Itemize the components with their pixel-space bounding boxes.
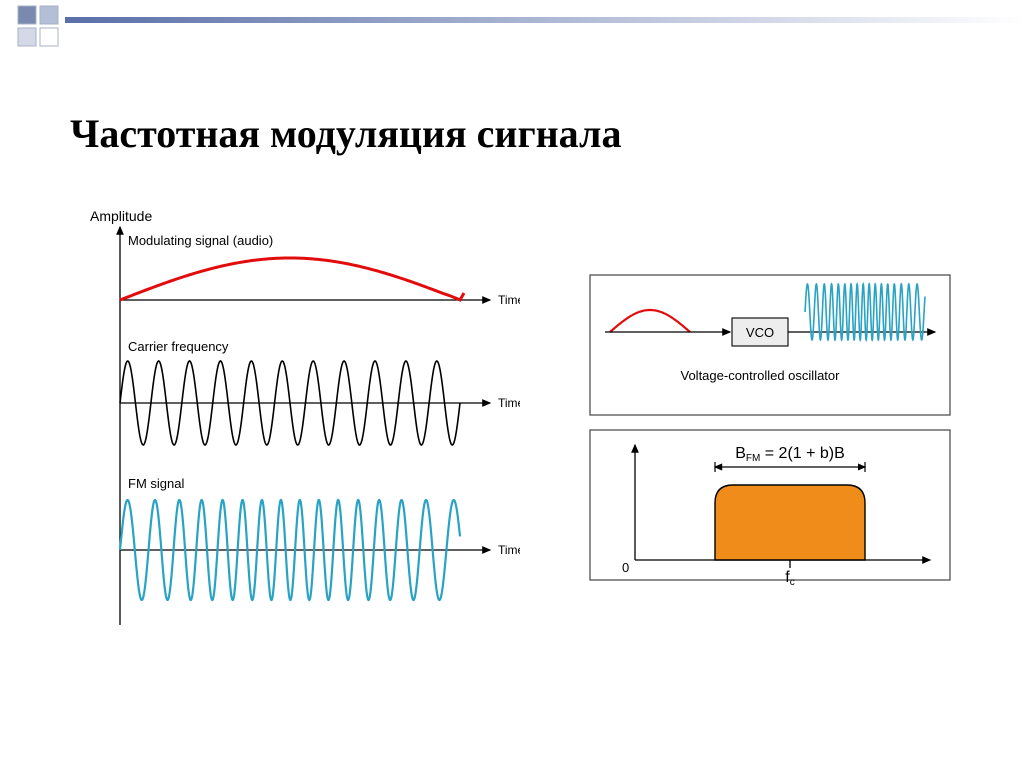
bandwidth-formula: BFM = 2(1 + b)B [735,445,845,464]
signal-label-2: Carrier frequency [128,339,229,354]
vco-and-spectrum-figure: VCO Voltage-controlled oscillator 0 fc B… [580,270,960,590]
vco-label: VCO [746,325,774,340]
spectrum-origin-label: 0 [622,560,629,575]
signal-label-1: Modulating signal (audio) [128,233,273,248]
time-label-3: Time [498,543,520,557]
time-label-1: Time [498,293,520,307]
fc-label: fc [785,569,794,588]
slide-header-decoration [0,0,1024,60]
time-label-2: Time [498,396,520,410]
vco-input-wave [610,310,690,332]
slide-title: Частотная модуляция сигнала [70,110,621,157]
signal-label-3: FM signal [128,476,184,491]
vco-caption: Voltage-controlled oscillator [681,368,841,383]
modulating-signal-wave [120,258,464,300]
y-axis-label: Amplitude [90,208,152,224]
spectrum-shape [715,485,865,560]
fm-waveforms-figure: Amplitude Modulating signal (audio) Time… [60,205,520,665]
